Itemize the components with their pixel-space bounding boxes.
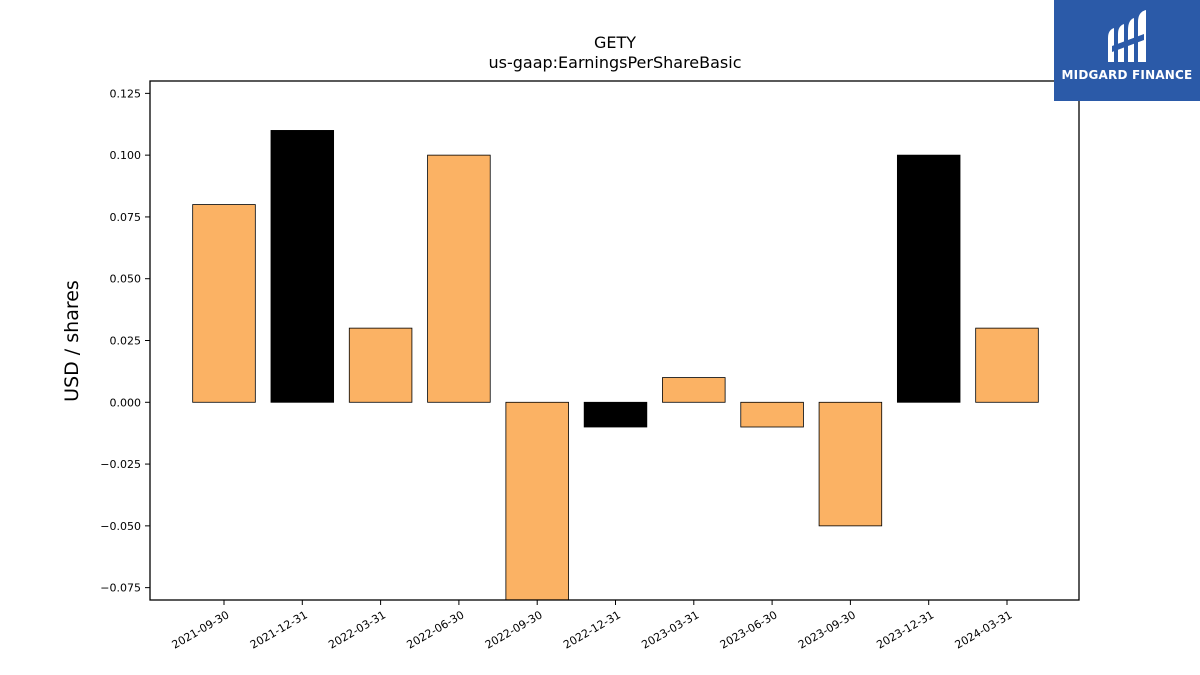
brand-logo-box bbox=[1054, 0, 1200, 101]
x-tick-label: 2022-09-30 bbox=[483, 608, 545, 651]
plot-frame bbox=[149, 80, 1080, 601]
bar-2023-12-31 bbox=[896, 154, 961, 403]
y-tick-label: 0.025 bbox=[110, 335, 142, 348]
chart-title: GETY bbox=[594, 33, 636, 52]
x-tick-label: 2023-03-31 bbox=[639, 608, 701, 651]
bar-2022-12-31 bbox=[583, 401, 648, 428]
x-axis-ticks: 2021-09-30 2021-12-31 2022-03-31 2022-06-30… bbox=[170, 600, 1015, 652]
bar-2023-06-30 bbox=[740, 401, 804, 428]
x-tick-label: 2021-12-31 bbox=[248, 608, 310, 651]
brand-name: MIDGARD FINANCE bbox=[1061, 68, 1193, 82]
x-tick-label: 2023-12-31 bbox=[874, 608, 936, 651]
y-tick-label: 0.125 bbox=[110, 87, 142, 100]
y-axis-label: USD / shares bbox=[61, 280, 83, 402]
x-tick-label: 2023-06-30 bbox=[718, 608, 780, 651]
y-tick-label: −0.025 bbox=[100, 458, 141, 471]
bar-2021-12-31 bbox=[270, 130, 335, 403]
bar-2021-09-30 bbox=[192, 204, 256, 403]
bar-2022-03-31 bbox=[348, 327, 413, 403]
x-tick-label: 2022-12-31 bbox=[561, 608, 623, 651]
bar-2024-03-31 bbox=[975, 327, 1039, 403]
y-tick-label: 0.075 bbox=[110, 211, 142, 224]
bar-2022-06-30 bbox=[427, 154, 491, 403]
y-axis-ticks: −0.075 −0.050 −0.025 0.000 0.025 0.050 0.075 0.… bbox=[100, 87, 150, 595]
chart-subtitle: us-gaap:EarningsPerShareBasic bbox=[488, 53, 741, 72]
y-tick-label: −0.050 bbox=[100, 520, 141, 533]
bar-series bbox=[192, 130, 1039, 601]
bar-2023-09-30 bbox=[818, 401, 883, 527]
midgard-logo-icon bbox=[1108, 10, 1146, 62]
x-tick-label: 2022-06-30 bbox=[405, 608, 467, 651]
x-tick-label: 2021-09-30 bbox=[170, 608, 232, 651]
y-tick-label: −0.075 bbox=[100, 582, 141, 595]
x-tick-label: 2022-03-31 bbox=[326, 608, 388, 651]
x-tick-label: 2023-09-30 bbox=[796, 608, 858, 651]
x-tick-label: 2024-03-31 bbox=[953, 608, 1015, 651]
y-tick-label: 0.050 bbox=[110, 273, 142, 286]
bar-2022-09-30 bbox=[505, 401, 569, 601]
y-tick-label: 0.100 bbox=[110, 149, 142, 162]
y-tick-label: 0.000 bbox=[110, 396, 142, 409]
bar-2023-03-31 bbox=[662, 377, 726, 403]
